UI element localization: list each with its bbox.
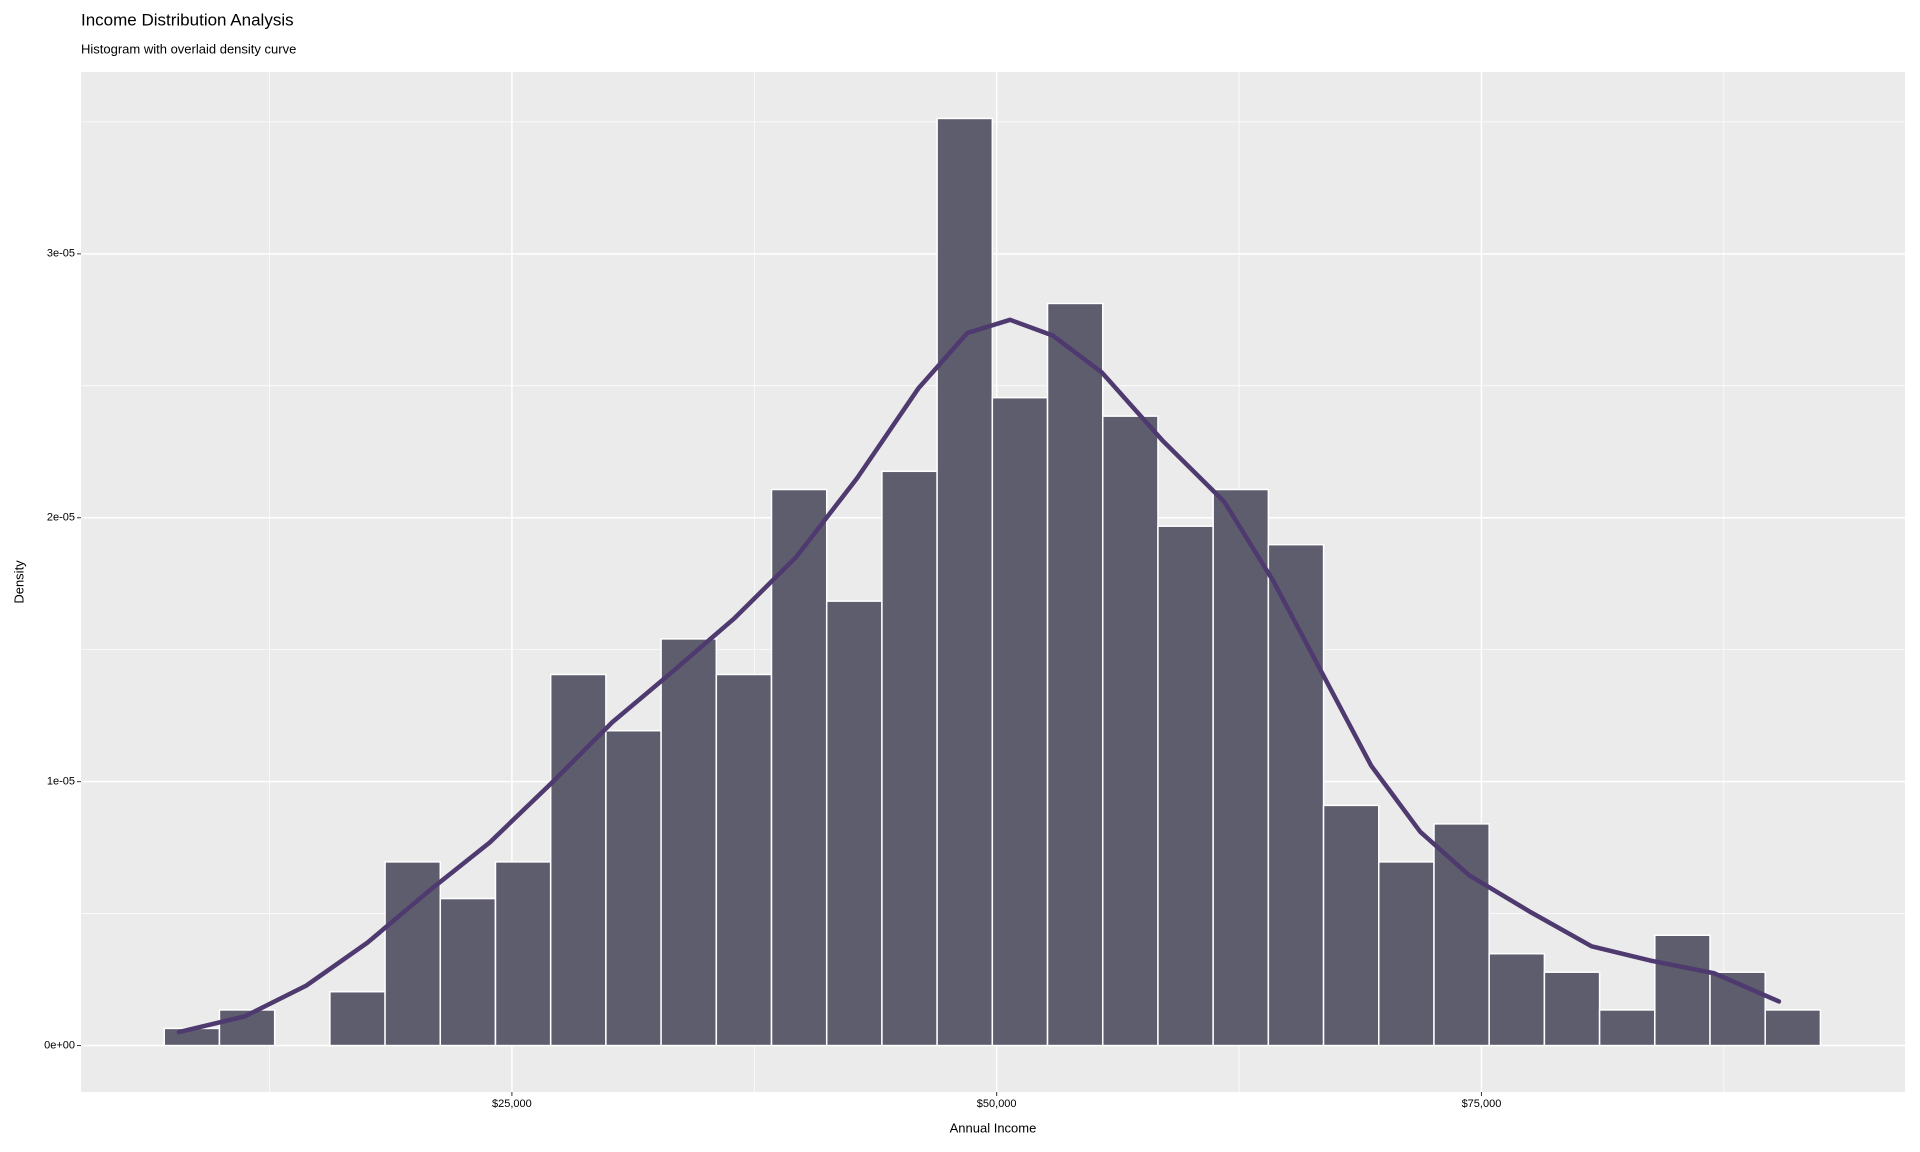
bar <box>825 600 883 1047</box>
bar <box>494 861 552 1047</box>
bar <box>1433 823 1490 1047</box>
bar <box>1322 804 1380 1047</box>
bar <box>881 470 938 1047</box>
bar <box>1598 1009 1656 1047</box>
bar <box>1764 1009 1822 1047</box>
bar <box>936 117 994 1047</box>
x-tick-label: $75,000 <box>1462 1098 1502 1110</box>
bar <box>1212 488 1270 1047</box>
bar <box>1378 861 1435 1047</box>
bar <box>1543 971 1601 1047</box>
bar <box>1654 934 1711 1047</box>
marks <box>163 117 1822 1047</box>
bar <box>605 729 662 1047</box>
bar <box>1046 302 1104 1047</box>
bar <box>218 1009 276 1047</box>
y-tick-label: 1e-05 <box>47 776 75 788</box>
bar <box>439 897 497 1047</box>
bar <box>991 396 1049 1047</box>
chart-title: Income Distribution Analysis <box>81 10 294 29</box>
density-line <box>176 317 1782 1035</box>
bar <box>1101 415 1159 1047</box>
bar <box>715 673 773 1047</box>
bar <box>329 990 386 1047</box>
bar <box>1157 525 1214 1047</box>
bar <box>549 673 607 1047</box>
bar <box>770 488 828 1047</box>
x-tick-label: $50,000 <box>977 1098 1017 1110</box>
y-tick-label: 2e-05 <box>47 512 75 524</box>
chart-subtitle: Histogram with overlaid density curve <box>81 41 296 56</box>
x-axis-title: Annual Income <box>950 1120 1037 1135</box>
bar <box>384 861 442 1047</box>
x-tick-label: $25,000 <box>492 1098 532 1110</box>
y-tick-label: 0e+00 <box>44 1039 75 1051</box>
bar <box>1488 952 1546 1047</box>
y-axis-title: Density <box>11 560 26 604</box>
y-tick-label: 3e-05 <box>47 248 75 260</box>
bar <box>660 638 718 1047</box>
